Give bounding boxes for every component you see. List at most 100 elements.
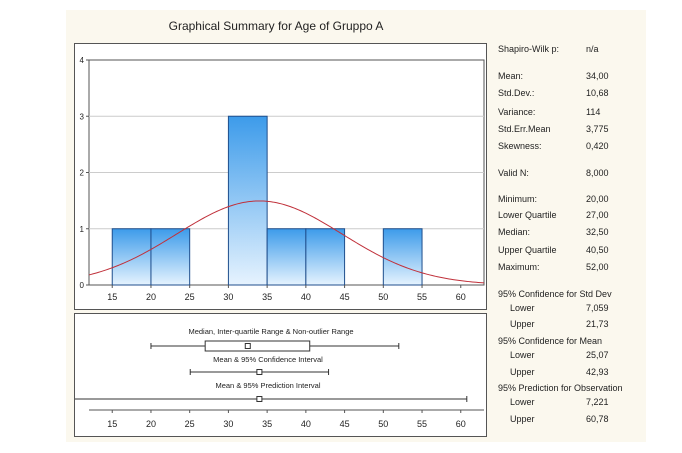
stat-header-pi: 95% Prediction for Observation [498,383,646,396]
stat-label: Maximum: [498,262,540,272]
stat-value: 0,420 [586,141,609,151]
stat-label: Shapiro-Wilk p: [498,44,560,54]
stat-value: 3,775 [586,124,609,134]
ci-plot [189,369,330,375]
x-tick-label: 20 [146,292,156,302]
x-tick-label: 55 [417,419,427,429]
stat-value: 32,50 [586,227,609,237]
stat-row-ci-sd-lower: Lower 7,059 [498,303,646,316]
stat-label: Mean: [498,71,524,81]
x-tick-label: 50 [378,292,388,302]
stat-header-ci-mean: 95% Confidence for Mean [498,336,646,349]
boxplot-frame: Median, Inter-quartile Range & Non-outli… [51,313,487,437]
histogram-frame: 0 1 2 3 4 15 20 25 30 35 40 45 50 55 60 [74,43,487,310]
x-tick-label: 15 [107,419,117,429]
stat-row-ci-sd-upper: Upper 21,73 [498,319,646,332]
y-tick-label: 3 [80,112,85,121]
x-tick-label: 60 [456,419,466,429]
stat-label: Valid N: [498,168,529,178]
stat-header-ci-sd: 95% Confidence for Std Dev [498,289,646,302]
stat-row-upper-quartile: Upper Quartile 40,50 [498,245,646,258]
stat-value: 42,93 [586,367,609,377]
stat-label: Upper [510,319,535,329]
chart-title: Graphical Summary for Age of Gruppo A [168,19,384,33]
ci-mean-marker [256,369,263,375]
box-iqr [204,340,311,352]
box-title: Median, Inter-quartile Range & Non-outli… [188,327,353,336]
stat-value: 40,50 [586,245,609,255]
stat-row-pi-upper: Upper 60,78 [498,414,646,427]
x-tick-label: 25 [185,419,195,429]
stat-value: 21,73 [586,319,609,329]
x-tick-label: 40 [301,292,311,302]
stat-value: 8,000 [586,168,609,178]
y-tick-label: 4 [80,56,85,65]
stat-header: 95% Prediction for Observation [498,383,623,393]
stat-row-ci-mean-lower: Lower 25,07 [498,350,646,363]
x-tick-label: 35 [262,419,272,429]
stat-label: Lower Quartile [498,210,557,220]
stat-row-shapiro: Shapiro-Wilk p: n/a [498,44,646,57]
stat-label: Std.Dev.: [498,88,535,98]
stat-row-mean: Mean: 34,00 [498,71,646,84]
stat-label: Minimum: [498,194,538,204]
histogram-chart: 0 1 2 3 4 15 20 25 30 35 40 45 50 55 60 [80,56,485,302]
pi-plot [51,396,468,402]
histogram-bar [382,228,423,286]
stat-label: Variance: [498,107,536,117]
stat-label: Upper [510,414,535,424]
ci-title: Mean & 95% Confidence Interval [213,355,323,364]
stat-value: 20,00 [586,194,609,204]
stat-label: Skewness: [498,141,542,151]
stat-value: 10,68 [586,88,609,98]
stat-value: 34,00 [586,71,609,81]
box-median-marker [244,343,251,349]
normal-curve [88,200,485,284]
stat-row-stddev: Std.Dev.: 10,68 [498,88,646,101]
histogram-bar [266,228,307,286]
stat-row-lower-quartile: Lower Quartile 27,00 [498,210,646,223]
stat-header: 95% Confidence for Std Dev [498,289,612,299]
stat-value: 52,00 [586,262,609,272]
stat-row-pi-lower: Lower 7,221 [498,397,646,410]
stat-label: Lower [510,350,535,360]
stat-row-maximum: Maximum: 52,00 [498,262,646,275]
x-tick-label: 55 [417,292,427,302]
stat-value: 7,221 [586,397,609,407]
y-tick-label: 0 [80,281,85,290]
stat-row-median: Median: 32,50 [498,227,646,240]
x-tick-label: 30 [223,419,233,429]
stat-value: n/a [586,44,599,54]
x-tick-label: 35 [262,292,272,302]
stat-label: Lower [510,397,535,407]
stat-header: 95% Confidence for Mean [498,336,603,346]
stat-row-skewness: Skewness: 0,420 [498,141,646,154]
stat-label: Lower [510,303,535,313]
x-tick-label: 60 [456,292,466,302]
histogram-bar [111,228,152,286]
x-tick-label: 45 [340,292,350,302]
stat-label: Upper [510,367,535,377]
boxplot-chart: Median, Inter-quartile Range & Non-outli… [51,327,484,429]
stat-value: 25,07 [586,350,609,360]
stat-value: 27,00 [586,210,609,220]
x-tick-label: 20 [146,419,156,429]
stat-row-minimum: Minimum: 20,00 [498,194,646,207]
stat-label: Median: [498,227,531,237]
box-plot [150,340,400,352]
x-tick-label: 45 [340,419,350,429]
stat-row-validn: Valid N: 8,000 [498,168,646,181]
stat-row-stderr: Std.Err.Mean 3,775 [498,124,646,137]
x-tick-label: 15 [107,292,117,302]
stat-label: Std.Err.Mean [498,124,551,134]
stat-value: 114 [586,107,601,117]
x-tick-label: 25 [185,292,195,302]
histogram-bar [305,228,346,286]
x-tick-label: 50 [378,419,388,429]
y-tick-label: 2 [80,169,85,178]
y-tick-label: 1 [80,225,85,234]
pi-mean-marker [256,396,263,402]
stat-value: 60,78 [586,414,609,424]
x-tick-label: 40 [301,419,311,429]
stat-row-variance: Variance: 114 [498,107,646,120]
